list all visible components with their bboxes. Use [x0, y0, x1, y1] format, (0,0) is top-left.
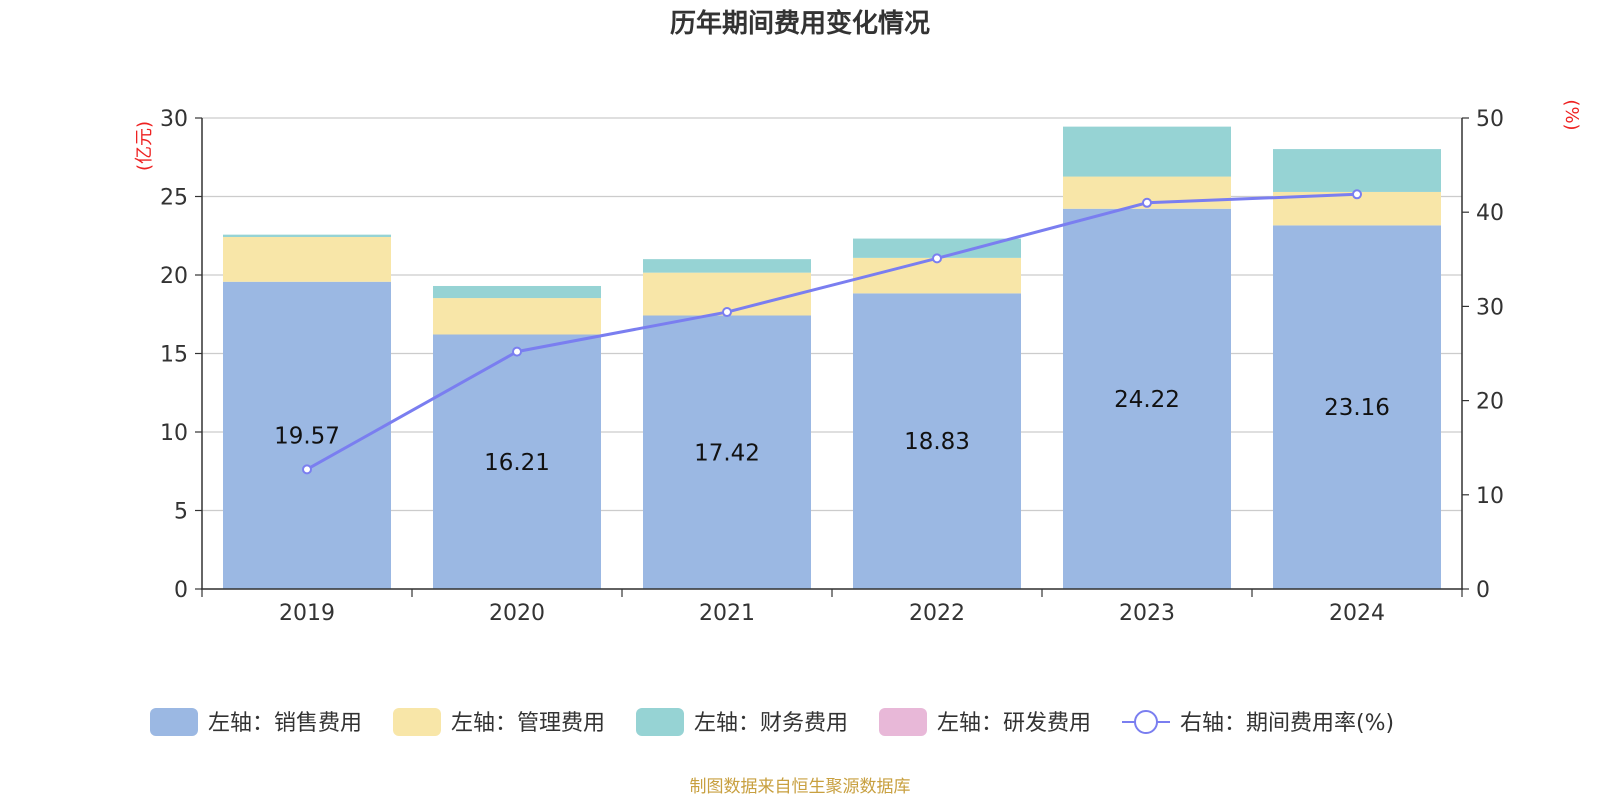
bar-data-label: 16.21 [484, 450, 550, 476]
legend-label: 左轴：财务费用 [694, 711, 848, 736]
legend-item[interactable]: 右轴：期间费用率(%) [1122, 710, 1394, 736]
bars [223, 126, 1441, 589]
legend-swatch [879, 708, 927, 736]
legend-label: 右轴：期间费用率(%) [1180, 711, 1394, 736]
left-tick-label: 0 [174, 578, 188, 603]
right-axis-unit: (%) [1561, 99, 1582, 130]
legend-label: 左轴：销售费用 [208, 711, 362, 736]
left-tick-label: 15 [160, 343, 188, 368]
rate-point [722, 307, 732, 318]
bar-segment [433, 285, 601, 299]
x-tick-label: 2024 [1329, 601, 1385, 626]
x-tick-label: 2019 [279, 601, 335, 626]
rate-point [302, 464, 312, 475]
bar-data-label: 18.83 [904, 429, 970, 455]
source-note: 制图数据来自恒生聚源数据库 [690, 777, 911, 797]
bar-segment [1273, 149, 1441, 192]
rate-line [302, 189, 1362, 475]
bar-segment [223, 234, 391, 238]
bar-segment [643, 315, 811, 589]
chart-title: 历年期间费用变化情况 [670, 8, 930, 39]
rate-line-path [306, 192, 1358, 471]
rate-point [932, 253, 942, 264]
left-tick-label: 5 [174, 500, 188, 525]
bar-segment [433, 334, 601, 589]
bar-segment [1063, 208, 1231, 589]
left-tick-label: 20 [160, 264, 188, 289]
legend-swatch [150, 708, 198, 736]
legend-swatch [636, 708, 684, 736]
x-tick-label: 2022 [909, 601, 965, 626]
legend-item[interactable]: 左轴：研发费用 [879, 708, 1091, 736]
left-tick-label: 10 [160, 421, 188, 446]
bar-segment [1273, 225, 1441, 589]
right-tick-label: 40 [1476, 201, 1504, 226]
x-tick-label: 2021 [699, 601, 755, 626]
bar-segment [853, 238, 1021, 258]
left-tick-label: 25 [160, 186, 188, 211]
bar-segment [643, 259, 811, 273]
bar-segment [223, 237, 391, 282]
right-tick-label: 0 [1476, 578, 1490, 603]
bar-data-label: 23.16 [1324, 395, 1390, 421]
bar-segment [853, 257, 1021, 294]
x-tick-label: 2020 [489, 601, 545, 626]
right-tick-label: 50 [1476, 107, 1504, 132]
data-labels: 19.57 16.21 17.42 18.83 24.22 23.16 [274, 387, 1390, 476]
legend-item[interactable]: 左轴：管理费用 [393, 708, 605, 736]
x-tick-label: 2023 [1119, 601, 1175, 626]
bar-data-label: 19.57 [274, 423, 340, 449]
left-axis-unit: (亿元) [134, 121, 155, 171]
bar-data-label: 17.42 [694, 440, 760, 466]
left-tick-label: 30 [160, 107, 188, 132]
right-tick-label: 30 [1476, 295, 1504, 320]
legend-swatch [393, 708, 441, 736]
bar-segment [1063, 126, 1231, 177]
legend-item[interactable]: 左轴：销售费用 [150, 708, 362, 736]
bar-data-label: 24.22 [1114, 387, 1180, 413]
legend-label: 左轴：管理费用 [451, 711, 605, 736]
legend-item[interactable]: 左轴：财务费用 [636, 708, 848, 736]
grid [202, 117, 1462, 590]
legend: 左轴：销售费用 左轴：管理费用 左轴：财务费用 左轴：研发费用 右轴：期间费用率(%) [150, 708, 1394, 736]
legend-label: 左轴：研发费用 [937, 711, 1091, 736]
bar-segment [853, 293, 1021, 589]
bar-segment [223, 281, 391, 589]
rate-point [1352, 189, 1362, 200]
bar-segment [433, 298, 601, 335]
axes: 0 5 10 15 20 25 30 0 10 20 30 40 50 2019 2020 2021 2022 2… [160, 107, 1504, 626]
rate-point [1142, 197, 1152, 208]
right-tick-label: 20 [1476, 390, 1504, 415]
rate-point [512, 346, 522, 357]
right-tick-label: 10 [1476, 484, 1504, 509]
legend-marker [1134, 710, 1158, 734]
